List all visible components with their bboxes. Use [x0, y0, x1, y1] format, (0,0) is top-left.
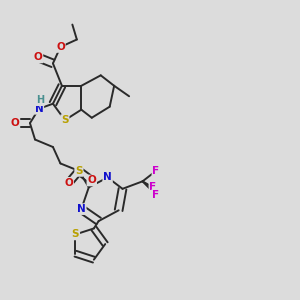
- Text: F: F: [149, 182, 157, 192]
- Text: O: O: [87, 176, 96, 185]
- Text: N: N: [77, 204, 86, 214]
- Text: N: N: [34, 104, 43, 114]
- Text: F: F: [152, 190, 160, 200]
- Text: F: F: [152, 166, 160, 176]
- Text: O: O: [56, 42, 65, 52]
- Text: N: N: [103, 172, 112, 182]
- Text: O: O: [34, 52, 42, 62]
- Text: H: H: [36, 95, 44, 105]
- Text: S: S: [72, 230, 79, 239]
- Text: O: O: [64, 178, 73, 188]
- Text: S: S: [75, 166, 83, 176]
- Text: O: O: [11, 118, 20, 128]
- Text: S: S: [61, 115, 69, 125]
